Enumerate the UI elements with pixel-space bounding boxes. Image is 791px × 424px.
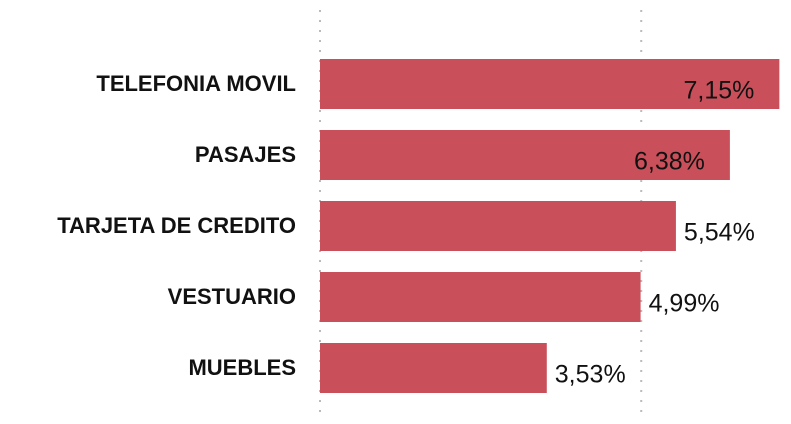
bar (320, 343, 547, 393)
data-label: 5,54% (684, 219, 755, 247)
bar (320, 201, 676, 251)
bar (320, 59, 780, 109)
data-label: 6,38% (634, 148, 705, 176)
y-tick-label: TARJETA DE CREDITO (57, 213, 296, 238)
bar (320, 130, 730, 180)
data-label: 3,53% (555, 361, 626, 389)
y-tick-label: TELEFONIA MOVIL (96, 71, 296, 96)
data-label: 4,99% (649, 290, 720, 318)
bar (320, 272, 641, 322)
y-tick-label: VESTUARIO (168, 284, 296, 309)
data-label: 7,15% (683, 77, 754, 105)
y-tick-label: MUEBLES (188, 355, 296, 380)
y-tick-label: PASAJES (195, 142, 296, 167)
